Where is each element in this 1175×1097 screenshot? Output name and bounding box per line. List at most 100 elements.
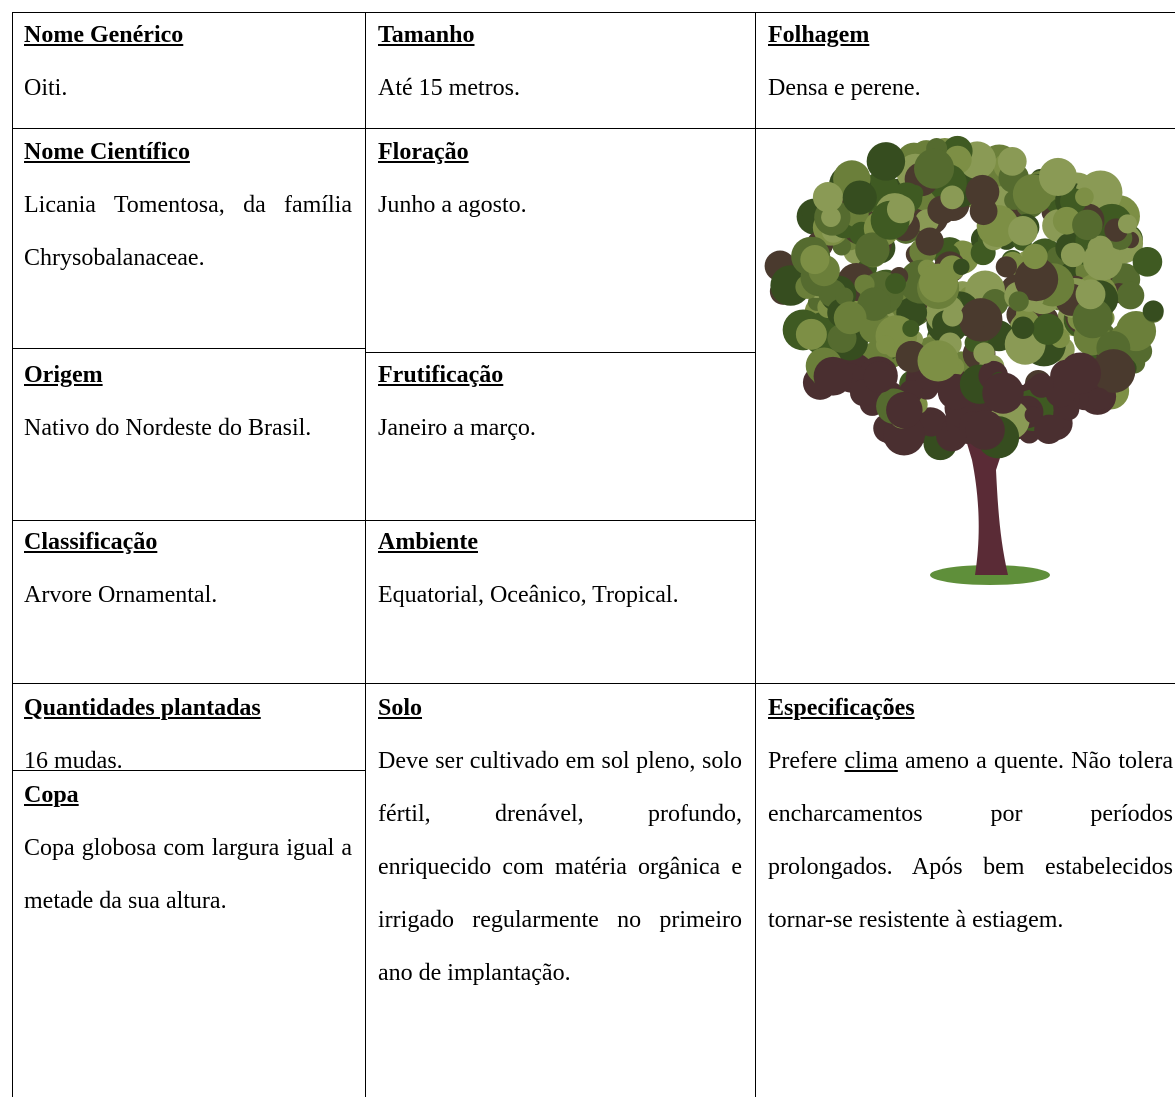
leaf <box>795 318 827 350</box>
cell-text: Densa e perene. <box>768 62 1173 115</box>
leaf <box>1059 352 1102 395</box>
border <box>755 12 756 1097</box>
leaf <box>842 180 877 215</box>
leaf <box>1032 313 1064 345</box>
leaf <box>1087 235 1114 262</box>
cell-heading: Classificação <box>24 529 158 555</box>
leaf <box>973 342 995 364</box>
leaf <box>1011 316 1035 340</box>
leaf <box>835 287 854 306</box>
cell-heading: Quantidades plantadas <box>24 695 261 721</box>
cell-text: Janeiro a março. <box>378 402 742 455</box>
leaf <box>970 309 989 328</box>
leaf <box>1060 242 1086 268</box>
cell-text: Licania Tomentosa, da família Chrysobala… <box>24 179 352 285</box>
leaf <box>953 258 970 275</box>
leaf <box>914 148 955 189</box>
cell-text: Até 15 metros. <box>378 62 742 115</box>
leaf <box>1022 243 1048 270</box>
cell-text: Arvore Ornamental. <box>24 569 352 622</box>
text: Junho a agosto. <box>378 192 527 218</box>
leaf <box>1075 187 1094 207</box>
text: Janeiro a março. <box>378 415 536 441</box>
link: clima <box>844 748 898 774</box>
cell-heading: Folhagem <box>768 22 870 48</box>
cell-text: Nativo do Nordeste do Brasil. <box>24 402 352 455</box>
leaf <box>886 195 915 224</box>
border <box>12 770 365 771</box>
leaf <box>1034 414 1064 445</box>
leaf <box>1087 387 1111 411</box>
leaf <box>969 197 998 226</box>
cell-heading: Floração <box>378 139 469 165</box>
cell-heading: Ambiente <box>378 529 478 555</box>
cell-heading: Origem <box>24 362 103 388</box>
leaf <box>965 410 1005 450</box>
leaf <box>1132 247 1163 277</box>
cell-text: Copa globosa com largura igual a metade … <box>24 822 352 928</box>
cell-heading: Frutificação <box>378 362 504 388</box>
leaf <box>1024 406 1042 424</box>
cell: Frutificação Janeiro a março. <box>378 349 742 455</box>
leaf <box>915 227 944 256</box>
leaf <box>857 287 891 321</box>
cell-heading: Copa <box>24 782 79 808</box>
leaf <box>1091 349 1136 393</box>
cell-text: Oiti. <box>24 62 352 115</box>
text: Nativo do Nordeste do Brasil. <box>24 415 312 441</box>
leaf <box>982 372 1024 414</box>
cell: Origem Nativo do Nordeste do Brasil. <box>24 349 352 455</box>
cell-heading: Solo <box>378 695 423 721</box>
leaf <box>1116 281 1145 310</box>
leaf <box>885 273 906 294</box>
leaf <box>1142 300 1164 322</box>
leaf <box>1008 291 1029 312</box>
cell-heading: Nome Científico <box>24 139 190 165</box>
leaf <box>813 356 853 396</box>
leaf <box>1072 298 1113 339</box>
border <box>12 683 1175 684</box>
cell: Copa Copa globosa com largura igual a met… <box>24 769 352 928</box>
leaf <box>940 185 965 210</box>
text: Licania Tomentosa, da família Chrysobala… <box>24 192 352 271</box>
leaf <box>1117 214 1138 234</box>
cell-text: Equatorial, Oceânico, Tropical. <box>378 569 742 622</box>
cell: Nome Genérico Oiti. <box>24 9 352 115</box>
leaf <box>917 340 959 382</box>
leaf <box>1075 279 1106 310</box>
leaf <box>866 142 906 181</box>
cell-text: Deve ser cultivado em sol pleno, solo fé… <box>378 735 742 1000</box>
leaf <box>875 335 895 355</box>
border <box>12 520 755 521</box>
cell: Especificações Prefere clima ameno a quen… <box>768 682 1173 947</box>
border <box>12 348 365 349</box>
leaf <box>855 232 890 267</box>
text: Equatorial, Oceânico, Tropical. <box>378 582 679 608</box>
text: ameno a quente. Não tolera encharcamento… <box>768 748 1174 933</box>
leaf <box>942 305 963 327</box>
leaf <box>1029 373 1054 398</box>
cell-text: Junho a agosto. <box>378 179 742 232</box>
cell-heading: Nome Genérico <box>24 22 184 48</box>
cell: Solo Deve ser cultivado em sol pleno, sol… <box>378 682 742 1000</box>
leaf <box>833 301 867 335</box>
border <box>365 352 755 353</box>
cell: Tamanho Até 15 metros. <box>378 9 742 115</box>
leaf <box>1008 216 1038 246</box>
leaf <box>1014 257 1059 302</box>
leaf <box>995 256 1017 278</box>
cell-text: Prefere clima ameno a quente. Não tolera… <box>768 735 1173 947</box>
border <box>12 128 1175 129</box>
tree-image <box>764 135 1164 585</box>
cell-heading: Especificações <box>768 695 915 721</box>
border <box>12 12 13 1097</box>
cell: Ambiente Equatorial, Oceânico, Tropical. <box>378 516 742 622</box>
leaf <box>997 146 1027 176</box>
leaf <box>812 182 844 213</box>
cell: Folhagem Densa e perene. <box>768 9 1173 115</box>
leaf <box>1072 209 1103 241</box>
cell: Floração Junho a agosto. <box>378 126 742 232</box>
border <box>12 12 1175 13</box>
text: Densa e perene. <box>768 75 921 101</box>
cell: Nome Científico Licania Tomentosa, da fam… <box>24 126 352 285</box>
